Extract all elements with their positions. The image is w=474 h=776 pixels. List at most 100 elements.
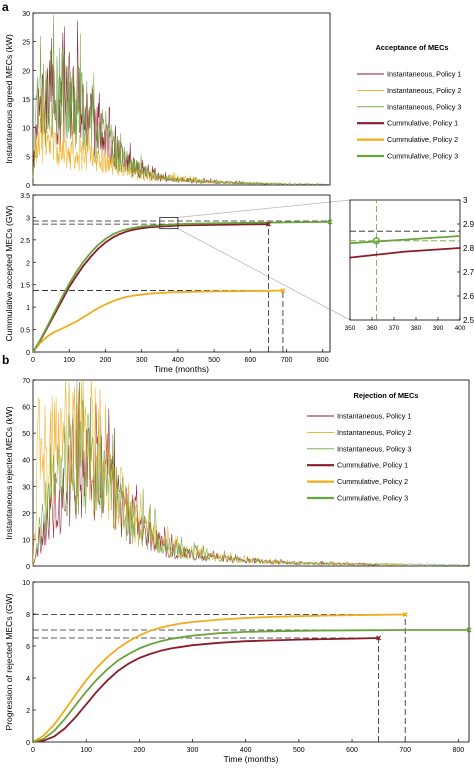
plot-frame [32,379,470,567]
y-tick-label: 1.5 [20,283,30,290]
series-line-cummulative-policy-3 [32,629,470,743]
x-tick-label: 300 [136,357,148,364]
legend-label: Cummulative, Policy 2 [337,477,408,486]
y-tick-label: 3 [463,196,468,205]
x-tick-label: 800 [453,747,465,754]
zoom-connector-line [177,199,351,218]
legend-title: Rejection of MECs [354,391,419,400]
x-tick-label: 700 [281,357,293,364]
legend-label: Instantaneous, Policy 1 [337,412,411,421]
y-axis-label: Progression of rejected MECs (GW) [4,593,14,730]
y-tick-label: 20 [22,511,30,518]
x-tick-label: 0 [31,747,35,754]
y-tick-label: 2 [26,708,30,715]
x-tick-label: 400 [172,357,184,364]
end-marker [280,288,286,294]
legend-label: Cummulative, Policy 2 [387,135,458,144]
y-tick-label: 3.5 [20,193,30,200]
x-tick-label: 800 [317,357,329,364]
y-tick-label: 15 [22,97,30,104]
y-tick-label: 2.7 [463,268,474,277]
y-tick-label: 10 [22,126,30,133]
legend-b-top: Rejection of MECs Instantaneous, Policy 1… [307,391,418,503]
y-tick-label: 3 [26,215,30,222]
series-line-cummulative-policy-3 [349,235,461,245]
y-tick-label: 0 [26,564,30,571]
legend-label: Cummulative, Policy 3 [387,152,458,161]
legend-label: Cummulative, Policy 3 [337,494,408,503]
series-line-cummulative-policy-1 [32,223,270,353]
end-marker [402,612,408,617]
y-axis-label: Cummulative accepted MECs (GW) [4,205,14,341]
x-tick-label: 300 [187,747,199,754]
y-tick-label: 0 [26,183,30,190]
x-tick-label: 700 [399,747,411,754]
end-marker [466,627,472,633]
series-line-cummulative-policy-2 [32,613,407,743]
x-tick-label: 500 [293,747,305,754]
series-line-cummulative-policy-1 [349,247,461,259]
y-tick-label: 4 [26,676,30,683]
legend-label: Instantaneous, Policy 3 [337,444,411,453]
zoom-box [159,216,179,230]
y-tick-label: 0.5 [20,328,30,335]
y-axis-label: Instantaneous rejected MECs (kW) [4,406,14,539]
y-tick-label: 10 [22,580,30,587]
end-marker [327,219,333,225]
y-tick-label: 0 [26,350,30,357]
series-line-cummulative-policy-2 [32,289,284,353]
panel-label-b: b [2,353,9,367]
x-tick-label: 200 [100,357,112,364]
x-axis-label: Time (months) [154,364,209,374]
y-tick-label: 2.9 [463,220,474,229]
y-tick-label: 8 [26,612,30,619]
y-tick-label: 50 [22,431,30,438]
legend-title: Acceptance of MECs [375,43,448,52]
series-line-instantaneous-policy-3 [32,14,330,185]
x-tick-label: 600 [244,357,256,364]
y-tick-label: 5 [26,154,30,161]
x-tick-label: 0 [31,357,35,364]
zoom-connectors [177,199,351,321]
legend-label: Cummulative, Policy 1 [337,461,408,470]
x-tick-label: 350 [345,325,356,332]
legend-label: Cummulative, Policy 1 [387,119,458,128]
x-tick-label: 400 [240,747,252,754]
y-tick-label: 2.6 [463,292,474,301]
y-tick-label: 6 [26,644,30,651]
y-tick-label: 10 [22,537,30,544]
y-tick-label: 60 [22,405,30,412]
legend-label: Instantaneous, Policy 3 [387,102,461,111]
plot-frame [32,194,331,353]
series-line-cummulative-policy-3 [32,220,331,353]
chart-b-top: 0 10 20 30 40 50 60 70 Instantaneous rejected ME… [4,378,470,571]
y-tick-label: 70 [22,378,30,385]
plot-frame [349,199,461,321]
y-tick-label: 20 [22,68,30,75]
x-tick-label: 600 [346,747,358,754]
x-tick-label: 500 [208,357,220,364]
legend-label: Instantaneous, Policy 1 [387,70,461,79]
x-axis-label: Time (months) [223,754,278,764]
legend-label: Instantaneous, Policy 2 [337,428,411,437]
legend-label: Instantaneous, Policy 2 [387,86,461,95]
x-tick-label: 400 [455,325,466,332]
y-tick-label: 1 [26,305,30,312]
y-tick-label: 30 [22,11,30,18]
x-tick-label: 370 [389,325,400,332]
zoom-connector-line [177,228,351,321]
y-tick-label: 0 [26,740,30,747]
legend-a-top: Acceptance of MECs Instantaneous, Policy … [357,43,461,161]
y-axis-label: Instantaneous agreed MECs (kW) [4,34,14,164]
x-tick-label: 380 [411,325,422,332]
y-tick-label: 2.5 [463,316,474,325]
y-tick-label: 40 [22,458,30,465]
y-tick-label: 2 [26,260,30,267]
chart-a-inset: 2.5 2.6 2.7 2.8 2.9 3 350 360 370 380 390 400 [345,196,474,332]
x-tick-label: 390 [433,325,444,332]
panel-label-a: a [2,0,9,14]
y-tick-label: 2.8 [463,244,474,253]
chart-a-top: 0 5 10 15 20 25 30 Instantaneous agreed MECs (k… [4,11,331,190]
